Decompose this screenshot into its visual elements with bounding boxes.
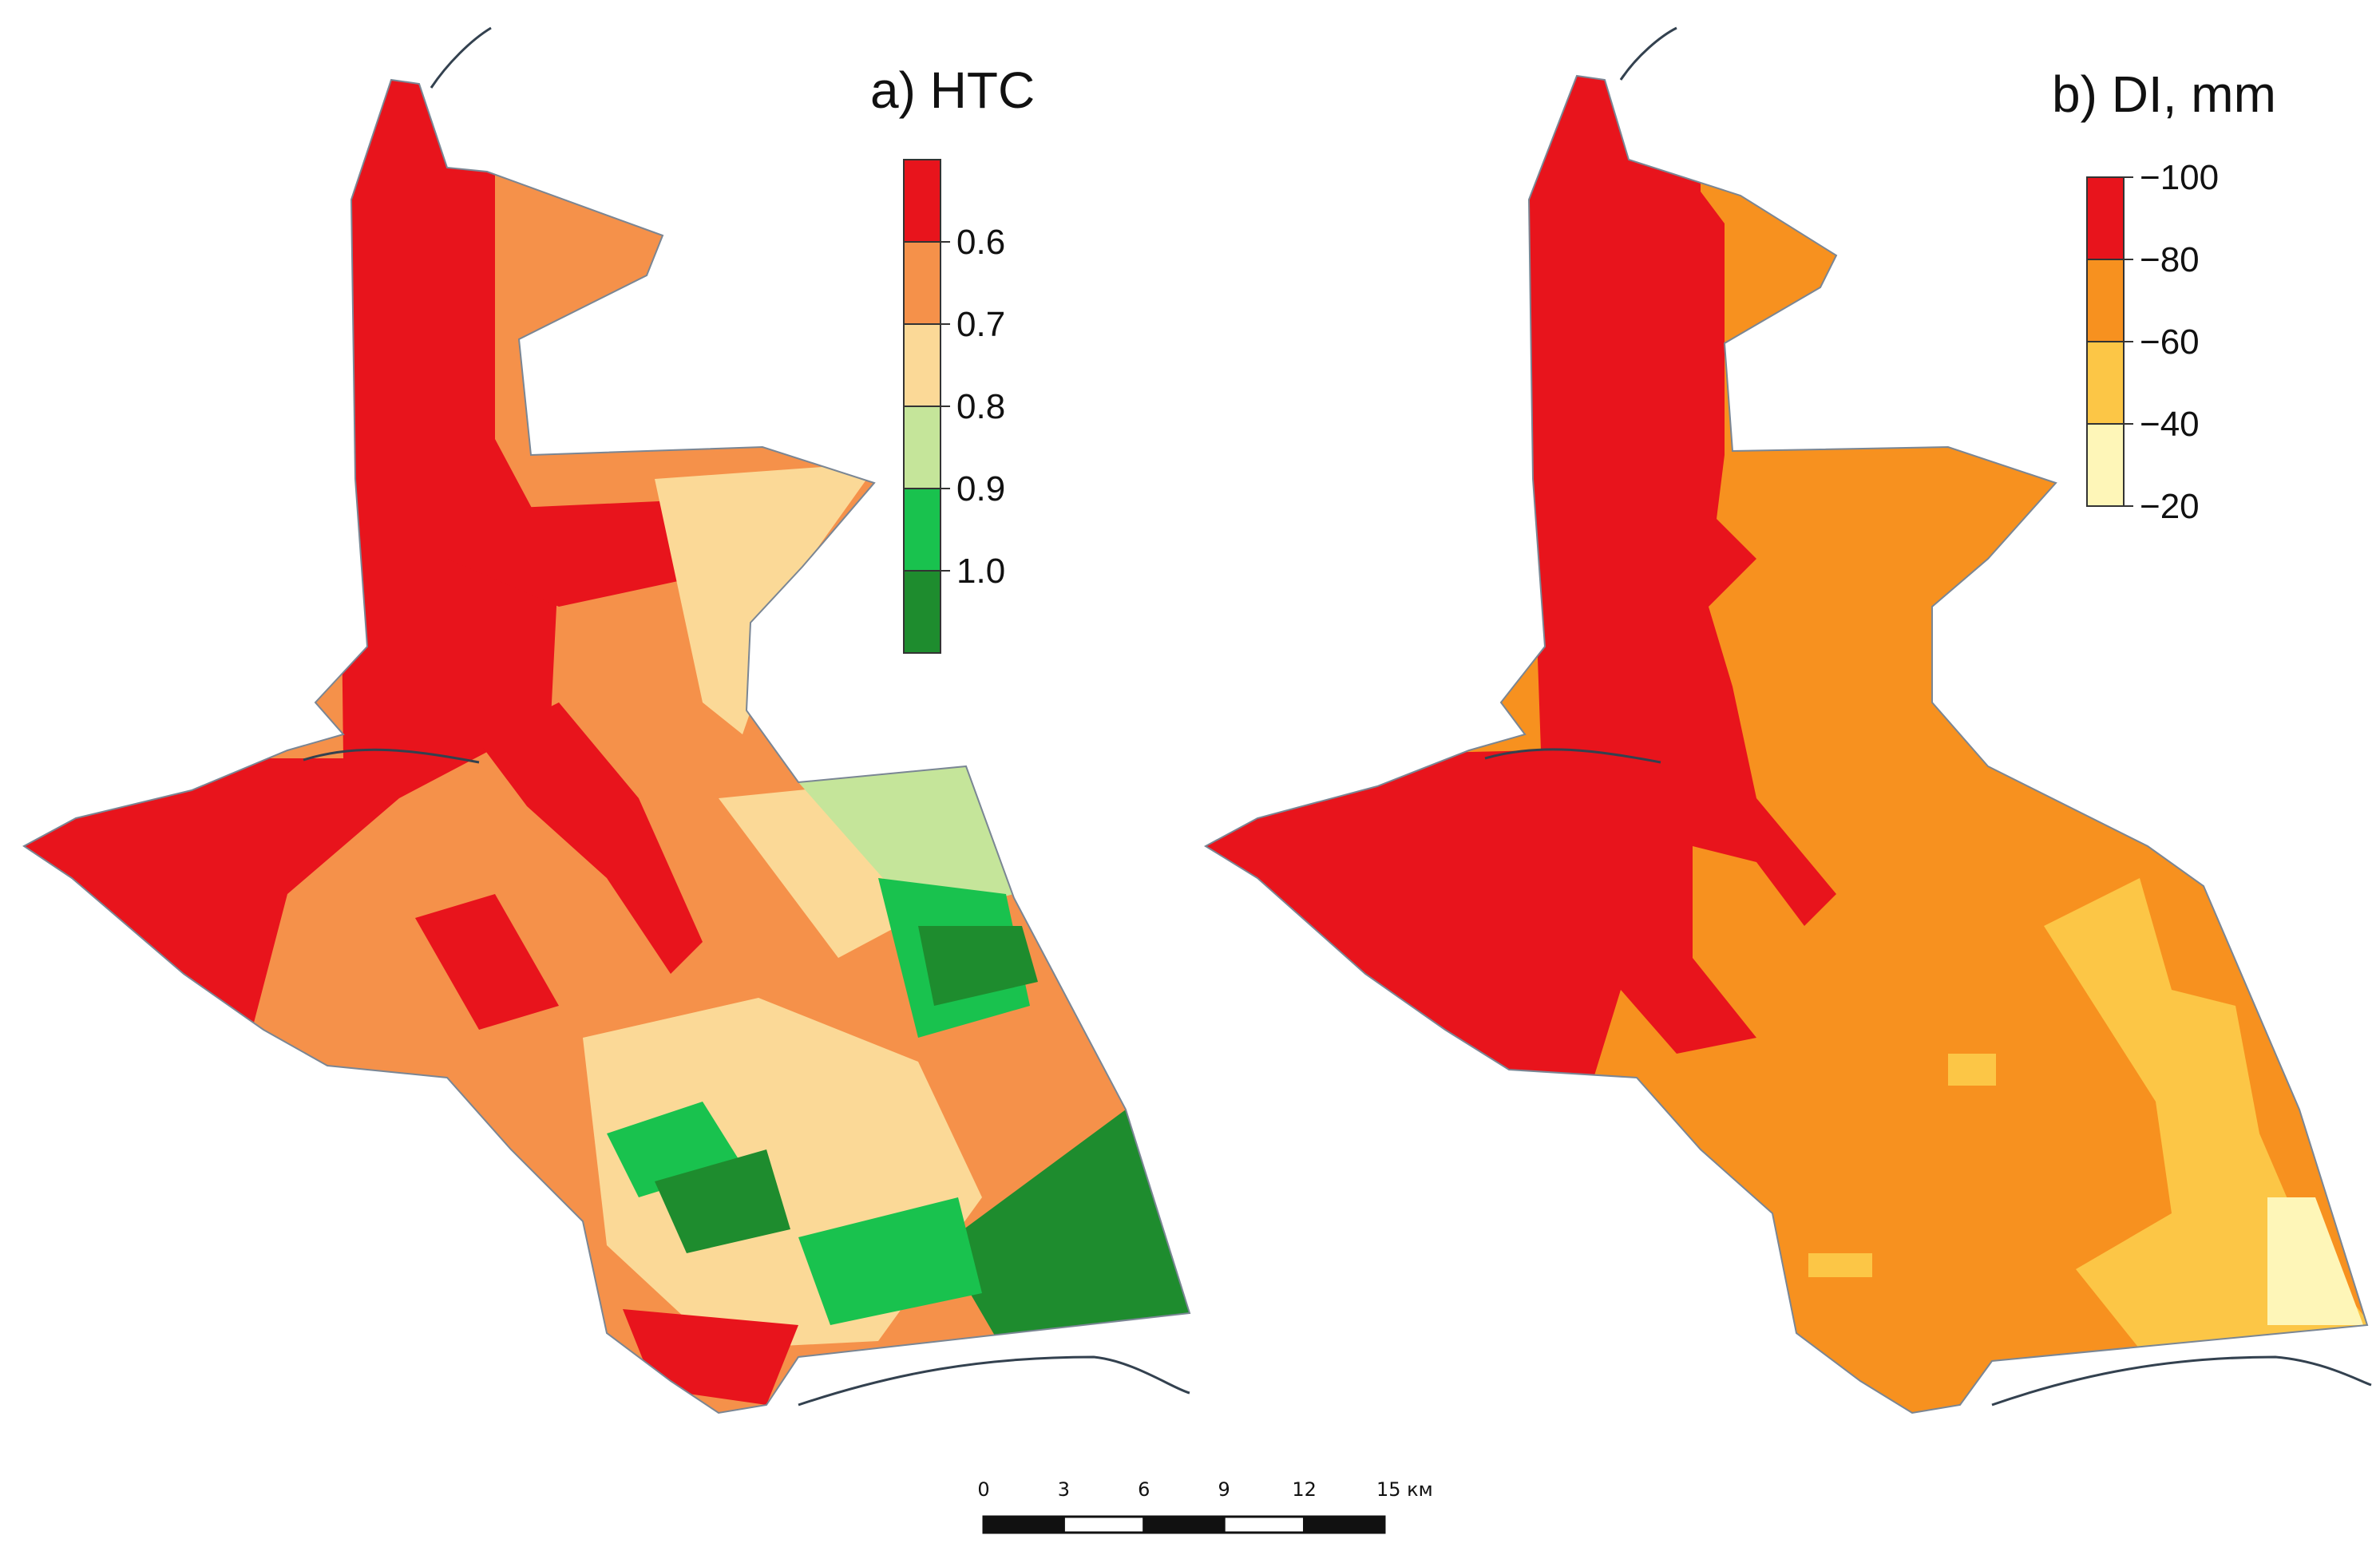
zone-fill <box>415 894 559 1030</box>
scale-segment <box>1142 1515 1226 1534</box>
htc-map <box>24 80 1190 1413</box>
zone-fill <box>655 1149 790 1253</box>
scale-segment <box>1222 1515 1306 1534</box>
legend-swatch <box>2086 176 2125 260</box>
legend-swatch <box>903 159 941 243</box>
coastline-north <box>1619 26 1677 81</box>
legend-swatch <box>903 241 941 325</box>
htc-map-panel: a) HTC 0.6 0.7 0.8 0.9 1.0 <box>23 26 1190 1414</box>
zone-fill <box>2267 1197 2363 1325</box>
legend-swatch <box>903 406 941 489</box>
zone-fill <box>1948 1054 1996 1086</box>
coastline-gulf <box>1484 748 1661 764</box>
coastline-south <box>798 1355 1190 1407</box>
panel-b-title: b) DI, mm <box>2052 65 2276 123</box>
legend-label: −100 <box>2140 158 2219 197</box>
legend-label: 0.7 <box>956 305 1005 344</box>
legend-label: 0.6 <box>956 223 1005 262</box>
coastline-gulf <box>303 748 480 764</box>
zone-fill <box>918 926 1038 1006</box>
zone-fill <box>798 1197 982 1325</box>
legend-swatch <box>903 570 941 654</box>
legend-swatch <box>2086 259 2125 342</box>
scale-tick-label: 9 <box>1218 1478 1230 1501</box>
legend-label: −40 <box>2140 405 2200 444</box>
htc-legend: 0.6 0.7 0.8 0.9 1.0 <box>903 159 1005 654</box>
legend-label: −80 <box>2140 240 2200 279</box>
legend-swatch <box>903 323 941 407</box>
di-map <box>1206 76 2367 1413</box>
coastline-south <box>1991 1355 2372 1407</box>
panel-a-title: a) HTC <box>870 61 1035 119</box>
scale-tick-label: 15 км <box>1376 1478 1433 1501</box>
legend-label: 0.8 <box>956 387 1005 426</box>
scale-tick-label: 3 <box>1058 1478 1070 1501</box>
legend-label: 1.0 <box>956 552 1005 591</box>
scale-segment <box>1303 1515 1386 1534</box>
coastline-north <box>430 26 492 89</box>
di-legend: −100 −80 −60 −40 −20 <box>2086 158 2219 526</box>
legend-swatch <box>2086 341 2125 425</box>
scale-segment <box>1062 1515 1146 1534</box>
zone-fill <box>798 766 1014 918</box>
scale-bar: 0 3 6 9 12 15 км <box>977 1478 1433 1534</box>
zone-fill <box>1808 1253 1872 1277</box>
legend-label: −60 <box>2140 322 2200 362</box>
legend-swatch <box>903 488 941 572</box>
legend-label: −20 <box>2140 487 2200 526</box>
scale-tick-label: 12 <box>1292 1478 1317 1501</box>
zone-fill <box>1206 76 1836 1094</box>
scale-tick-label: 6 <box>1138 1478 1150 1501</box>
legend-swatch <box>2086 423 2125 507</box>
scale-segment <box>982 1515 1065 1534</box>
zone-fill <box>623 1309 798 1405</box>
zone-fill <box>24 80 559 1078</box>
legend-label: 0.9 <box>956 469 1005 508</box>
scale-tick-label: 0 <box>977 1478 989 1501</box>
zone-fill <box>479 702 703 974</box>
zone-fill <box>655 463 878 734</box>
di-map-panel: b) DI, mm −100 −80 −60 −40 −20 <box>1205 26 2372 1414</box>
zone-fill <box>942 1110 1190 1341</box>
